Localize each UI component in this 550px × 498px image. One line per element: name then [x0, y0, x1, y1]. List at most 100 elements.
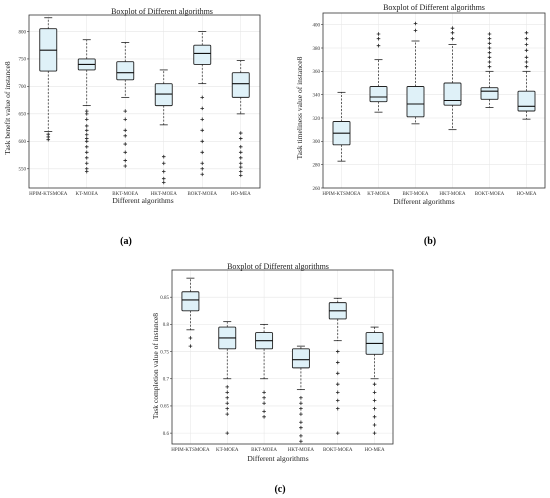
panel-a-caption: (a): [120, 236, 132, 247]
panel-c-plot: 0.6 0.65 0.7 0.75 0.8 0.85 HPIM-KTSMOEA KT-MOEA…: [160, 269, 394, 453]
outlier-point: [161, 180, 166, 185]
outlier-point: [450, 36, 455, 41]
outlier-point: [238, 155, 243, 160]
outlier-point: [238, 150, 243, 155]
y-tick-label: 600: [19, 140, 27, 145]
x-tick-label: HO-MEA: [517, 192, 537, 197]
y-tick-label: 320: [313, 117, 321, 122]
outlier-point: [524, 31, 529, 35]
outlier-point: [262, 390, 266, 395]
box-iqr: [369, 86, 388, 103]
outlier-point: [413, 28, 418, 33]
y-tick-label: 0.75: [160, 350, 169, 355]
outlier-point: [524, 64, 529, 69]
outlier-point: [372, 423, 377, 427]
outlier-point: [123, 142, 128, 146]
outlier-point: [335, 349, 340, 354]
outlier-point: [372, 431, 377, 435]
outlier-point: [225, 395, 230, 400]
outlier-point: [200, 95, 205, 100]
box-iqr: [116, 61, 135, 81]
outlier-point: [200, 128, 205, 133]
box-iqr: [291, 348, 310, 369]
outlier-point: [84, 145, 89, 149]
outlier-point: [299, 434, 303, 438]
y-tick-label: 0.7: [163, 378, 170, 383]
outlier-point: [123, 109, 128, 113]
outlier-point: [161, 169, 166, 174]
x-tick-label: BOKT-MOEA: [475, 192, 505, 197]
outlier-point: [200, 166, 205, 171]
outlier-point: [84, 166, 89, 171]
outlier-point: [200, 117, 205, 122]
outlier-point: [372, 406, 377, 411]
outlier-point: [84, 132, 89, 137]
panel-c-title: Boxplot of Different algorithms: [227, 262, 329, 271]
y-tick-label: 700: [19, 85, 27, 90]
x-tick-label: HKT-MOEA: [439, 192, 466, 197]
outlier-point: [238, 161, 243, 166]
outlier-point: [524, 60, 529, 64]
outlier-point: [450, 26, 455, 30]
outlier-point: [372, 382, 377, 386]
outlier-point: [262, 395, 266, 400]
x-tick-label: KT-MOEA: [367, 192, 390, 197]
box-iqr: [443, 82, 462, 106]
outlier-point: [238, 173, 243, 178]
outlier-point: [84, 150, 89, 155]
plot-frame: [171, 269, 394, 445]
outlier-point: [524, 48, 529, 53]
outlier-point: [200, 161, 205, 166]
x-tick-label: KT-MOEA: [75, 192, 98, 197]
outlier-point: [450, 31, 455, 35]
outlier-point: [161, 176, 166, 181]
outlier-point: [299, 420, 303, 425]
outlier-point: [188, 344, 193, 348]
outlier-point: [238, 165, 243, 169]
outlier-point: [200, 139, 205, 144]
outlier-point: [225, 412, 230, 416]
outlier-point: [84, 109, 89, 113]
plot-frame: [322, 12, 546, 189]
outlier-point: [262, 409, 266, 414]
y-tick-label: 300: [313, 140, 321, 145]
x-tick-label: HO-MEA: [231, 192, 251, 197]
outlier-point: [413, 21, 418, 26]
box-iqr: [480, 87, 499, 100]
x-tick-label: HKT-MOEA: [151, 192, 178, 197]
outlier-point: [335, 406, 340, 411]
x-tick-label: BOKT-MOEA: [187, 192, 217, 197]
box-iqr: [517, 90, 536, 112]
outlier-point: [376, 43, 381, 48]
outlier-point: [524, 42, 529, 47]
outlier-point: [335, 360, 340, 365]
x-tick-label: HPIM-KTSMOEA: [171, 448, 210, 453]
y-tick-label: 340: [313, 93, 321, 98]
outlier-point: [487, 32, 492, 36]
y-tick-label: 550: [19, 168, 27, 173]
outlier-point: [335, 382, 340, 386]
outlier-point: [84, 128, 89, 133]
outlier-point: [299, 425, 303, 430]
y-tick-label: 0.8: [163, 323, 170, 328]
outlier-point: [238, 131, 243, 135]
y-tick-label: 260: [313, 187, 321, 192]
outlier-point: [123, 164, 128, 168]
panel-c-caption: (c): [274, 484, 285, 495]
panel-a-xlabel: Different algorithms: [112, 196, 173, 205]
y-tick-label: 800: [19, 30, 27, 35]
panel-b-title: Boxplot of Different algorithms: [383, 3, 485, 12]
outlier-point: [299, 406, 303, 411]
outlier-point: [487, 50, 492, 55]
x-tick-label: BKT-MOEA: [403, 192, 429, 197]
panel-b: Boxplot of Different algorithms Differen…: [295, 3, 546, 247]
outlier-point: [200, 172, 205, 177]
x-tick-label: BKT-MOEA: [251, 448, 277, 453]
outlier-point: [335, 390, 340, 395]
panel-b-xlabel: Different algorithms: [393, 197, 454, 206]
outlier-point: [238, 169, 243, 174]
outlier-point: [225, 406, 230, 411]
outlier-point: [487, 55, 492, 60]
outlier-point: [376, 32, 381, 36]
